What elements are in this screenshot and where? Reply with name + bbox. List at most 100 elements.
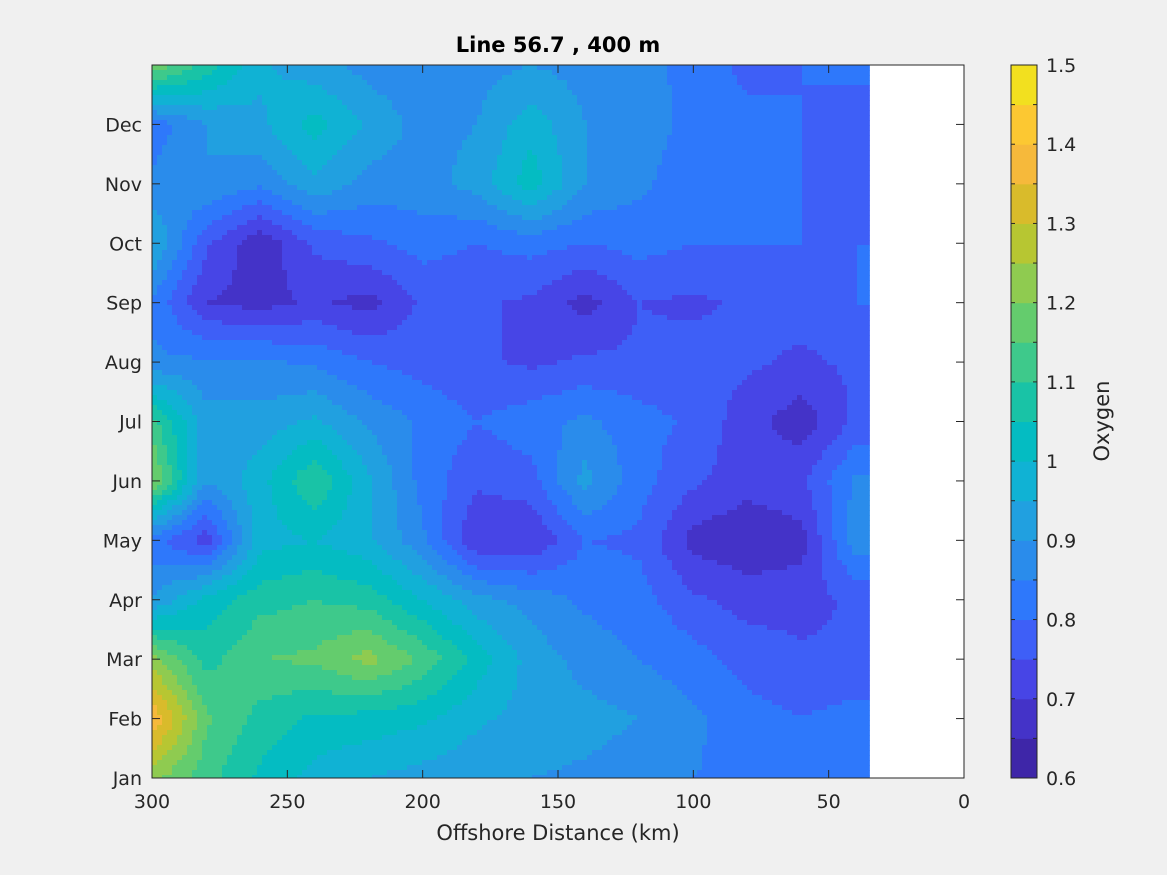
contour-cell bbox=[802, 155, 808, 161]
contour-cell bbox=[217, 65, 223, 71]
contour-cell bbox=[477, 130, 483, 136]
contour-cell bbox=[507, 95, 513, 101]
contour-cell bbox=[237, 120, 243, 126]
contour-cell bbox=[292, 150, 298, 156]
contour-cell bbox=[672, 210, 678, 216]
contour-cell bbox=[187, 170, 193, 176]
contour-cell bbox=[282, 80, 288, 86]
contour-cell bbox=[597, 220, 603, 226]
contour-cell bbox=[382, 125, 388, 131]
contour-cell bbox=[532, 205, 538, 211]
contour-cell bbox=[817, 90, 823, 96]
contour-cell bbox=[662, 105, 668, 111]
contour-cell bbox=[862, 230, 868, 236]
contour-cell bbox=[562, 105, 568, 111]
contour-cell bbox=[407, 150, 413, 156]
contour-cell bbox=[287, 225, 293, 231]
contour-cell bbox=[182, 85, 188, 91]
contour-cell bbox=[722, 125, 728, 131]
contour-cell bbox=[697, 160, 703, 166]
contour-cell bbox=[337, 210, 343, 216]
contour-cell bbox=[427, 65, 433, 71]
contour-cell bbox=[807, 210, 813, 216]
contour-cell bbox=[407, 225, 413, 231]
contour-cell bbox=[412, 150, 418, 156]
contour-cell bbox=[292, 165, 298, 171]
contour-cell bbox=[517, 200, 523, 206]
contour-cell bbox=[762, 225, 768, 231]
contour-cell bbox=[702, 210, 708, 216]
contour-cell bbox=[647, 65, 653, 71]
contour-cell bbox=[352, 75, 358, 81]
contour-cell bbox=[532, 190, 538, 196]
contour-cell bbox=[377, 190, 383, 196]
contour-cell bbox=[592, 205, 598, 211]
contour-cell bbox=[782, 125, 788, 131]
contour-cell bbox=[377, 145, 383, 151]
contour-cell bbox=[467, 110, 473, 116]
contour-cell bbox=[782, 195, 788, 201]
contour-cell bbox=[472, 130, 478, 136]
contour-cell bbox=[832, 230, 838, 236]
contour-cell bbox=[597, 120, 603, 126]
contour-cell bbox=[157, 95, 163, 101]
contour-cell bbox=[387, 170, 393, 176]
contour-cell bbox=[592, 190, 598, 196]
contour-cell bbox=[502, 180, 508, 186]
contour-cell bbox=[707, 65, 713, 71]
contour-cell bbox=[487, 110, 493, 116]
contour-cell bbox=[812, 75, 818, 81]
contour-cell bbox=[427, 155, 433, 161]
contour-cell bbox=[377, 210, 383, 216]
contour-cell bbox=[682, 210, 688, 216]
contour-cell bbox=[762, 200, 768, 206]
contour-cell bbox=[637, 195, 643, 201]
contour-cell bbox=[187, 165, 193, 171]
contour-cell bbox=[572, 150, 578, 156]
contour-cell bbox=[252, 235, 258, 241]
contour-cell bbox=[477, 125, 483, 131]
contour-cell bbox=[162, 130, 168, 136]
contour-cell bbox=[867, 100, 870, 106]
contour-cell bbox=[762, 135, 768, 141]
contour-cell bbox=[202, 235, 208, 241]
contour-cell bbox=[582, 190, 588, 196]
contour-cell bbox=[302, 125, 308, 131]
contour-cell bbox=[742, 95, 748, 101]
contour-cell bbox=[677, 95, 683, 101]
contour-cell bbox=[632, 105, 638, 111]
contour-cell bbox=[322, 180, 328, 186]
contour-cell bbox=[162, 230, 168, 236]
contour-cell bbox=[497, 225, 503, 231]
contour-cell bbox=[207, 90, 213, 96]
contour-cell bbox=[752, 140, 758, 146]
contour-cell bbox=[507, 225, 513, 231]
contour-cell bbox=[637, 145, 643, 151]
contour-cell bbox=[637, 115, 643, 121]
contour-cell bbox=[177, 195, 183, 201]
contour-cell bbox=[557, 90, 563, 96]
contour-cell bbox=[242, 170, 248, 176]
contour-cell bbox=[832, 75, 838, 81]
contour-cell bbox=[807, 225, 813, 231]
contour-cell bbox=[167, 230, 173, 236]
contour-cell bbox=[647, 100, 653, 106]
contour-cell bbox=[657, 120, 663, 126]
contour-cell bbox=[357, 215, 363, 221]
contour-cell bbox=[282, 215, 288, 221]
contour-cell bbox=[812, 140, 818, 146]
contour-cell bbox=[777, 130, 783, 136]
contour-cell bbox=[457, 145, 463, 151]
contour-cell bbox=[457, 90, 463, 96]
contour-cell bbox=[662, 85, 668, 91]
contour-cell bbox=[602, 150, 608, 156]
contour-cell bbox=[677, 115, 683, 121]
contour-cell bbox=[777, 175, 783, 181]
contour-cell bbox=[407, 185, 413, 191]
contour-cell bbox=[587, 130, 593, 136]
contour-cell bbox=[192, 70, 198, 76]
contour-cell bbox=[537, 210, 543, 216]
contour-cell bbox=[347, 160, 353, 166]
contour-cell bbox=[812, 220, 818, 226]
contour-cell bbox=[412, 100, 418, 106]
